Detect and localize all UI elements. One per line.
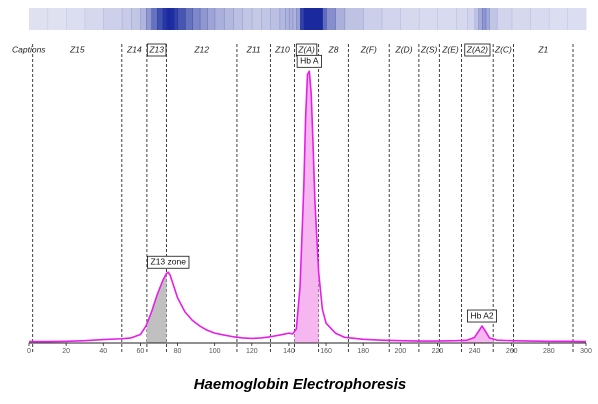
gel-band — [326, 8, 336, 30]
x-tick-label: 160 — [320, 348, 332, 355]
x-tick-label: 260 — [506, 348, 518, 355]
zone-label: Z(D) — [395, 44, 413, 54]
gel-band — [192, 8, 200, 30]
x-tick-label: 120 — [246, 348, 258, 355]
gel-band — [280, 8, 286, 30]
gel-band — [122, 8, 132, 30]
x-tick-label: 20 — [62, 348, 70, 355]
gel-band — [224, 8, 234, 30]
x-tick-label: 200 — [394, 348, 406, 355]
gel-band — [66, 8, 85, 30]
zone-label: Z(A2) — [466, 44, 488, 54]
x-tick-label: 60 — [137, 348, 145, 355]
gel-band — [482, 8, 486, 30]
gel-band — [233, 8, 243, 30]
gel-band — [285, 8, 289, 30]
peak-label: Hb A2 — [470, 310, 493, 320]
zone-label: Z(C) — [494, 44, 512, 54]
zone-area — [29, 71, 586, 343]
gel-band — [296, 8, 300, 30]
gel-band — [270, 8, 280, 30]
zone-label: Z(S) — [420, 44, 438, 54]
zone-label: Z(A) — [297, 44, 315, 54]
gel-band — [322, 8, 326, 30]
gel-band — [419, 8, 438, 30]
gel-band — [131, 8, 141, 30]
gel-band — [400, 8, 419, 30]
gel-band — [170, 8, 174, 30]
gel-band — [300, 8, 304, 30]
gel-band — [319, 8, 323, 30]
zone-label: Z10 — [274, 44, 290, 54]
gel-band — [345, 8, 364, 30]
gel-band — [293, 8, 297, 30]
gel-band — [252, 8, 262, 30]
zone-label: Z(F) — [360, 44, 377, 54]
gel-band — [207, 8, 215, 30]
gel-band — [157, 8, 163, 30]
zone-label: Z(E) — [441, 44, 459, 54]
peak-label: Z13 zone — [151, 257, 187, 267]
gel-band — [85, 8, 104, 30]
gel-band — [478, 8, 482, 30]
x-tick-label: 220 — [432, 348, 444, 355]
x-tick-label: 300 — [580, 348, 592, 355]
gel-band — [200, 8, 208, 30]
zones-caption: Captions — [12, 44, 46, 54]
gel-band — [140, 8, 146, 30]
x-tick-label: 100 — [209, 348, 221, 355]
gel-band — [243, 8, 253, 30]
gel-band — [512, 8, 531, 30]
x-tick-label: 140 — [283, 348, 295, 355]
gel-band — [48, 8, 67, 30]
gel-band — [549, 8, 568, 30]
gel-band — [489, 8, 497, 30]
x-tick-label: 280 — [543, 348, 555, 355]
gel-band — [382, 8, 401, 30]
gel-band — [486, 8, 490, 30]
gel-band — [152, 8, 158, 30]
gel-band — [497, 8, 512, 30]
gel-band — [567, 8, 586, 30]
gel-band — [437, 8, 456, 30]
zone-label: Z8 — [328, 44, 339, 54]
gel-band — [335, 8, 345, 30]
gel-band — [185, 8, 193, 30]
gel-band — [467, 8, 475, 30]
zone-label: Z12 — [193, 44, 209, 54]
x-tick-label: 40 — [99, 348, 107, 355]
x-tick-label: 180 — [357, 348, 369, 355]
gel-band — [174, 8, 178, 30]
gel-band — [315, 8, 319, 30]
gel-band — [261, 8, 271, 30]
gel-band — [530, 8, 549, 30]
gel-band — [146, 8, 152, 30]
gel-band — [456, 8, 468, 30]
zone-label: Z11 — [246, 44, 261, 54]
chart: Haemoglobin Electrophoresis Captions Z15 Z… — [0, 0, 598, 404]
x-tick-label: 240 — [469, 348, 481, 355]
gel-band — [289, 8, 293, 30]
zone-label: Z15 — [69, 44, 85, 54]
gel-band — [215, 8, 225, 30]
gel-band — [363, 8, 382, 30]
zone-label: Z13 — [148, 44, 164, 54]
gel-band — [103, 8, 122, 30]
zone-label: Z1 — [537, 44, 548, 54]
zone-label: Z14 — [126, 44, 142, 54]
gel-band — [178, 8, 186, 30]
gel-band — [163, 8, 167, 30]
gel-band — [475, 8, 479, 30]
x-tick-label: 80 — [174, 348, 182, 355]
chart-title: Haemoglobin Electrophoresis — [194, 376, 407, 393]
gel-band — [29, 8, 48, 30]
x-tick-label: 0 — [27, 348, 31, 355]
peak-label: Hb A — [300, 56, 319, 66]
